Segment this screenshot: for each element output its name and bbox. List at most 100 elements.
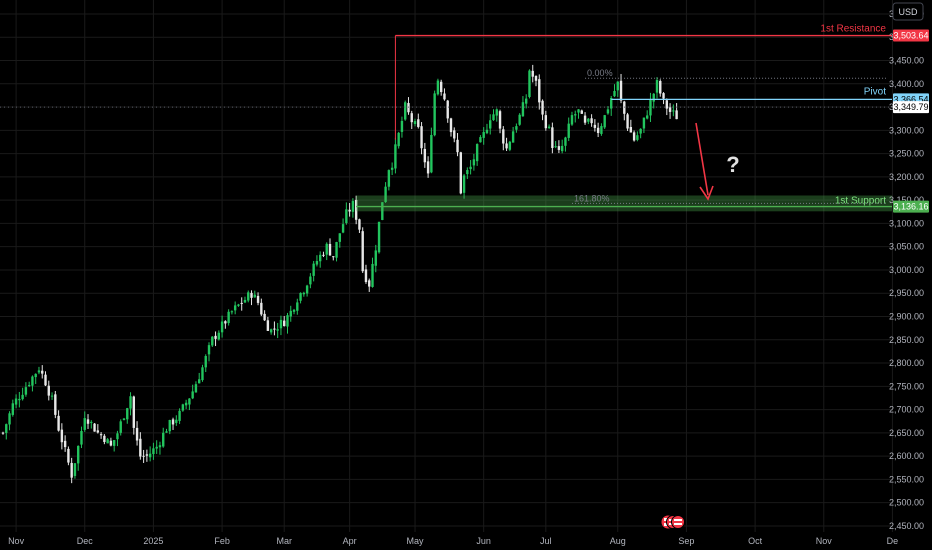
candle-body [73,463,77,476]
last-price-tag-text: 3,349.79 [893,102,928,112]
candle-body [5,424,8,433]
candle-body [250,292,253,298]
candle-body [619,80,623,101]
candle-body [626,114,629,129]
candle-body [93,423,96,432]
candle-body [276,329,279,331]
support-zone [356,195,892,212]
candle-body [538,79,541,103]
candle-body [528,70,531,98]
price-tick-label: 2,950.00 [889,288,924,298]
candle-body [325,243,328,255]
candle-body [423,148,427,163]
candle-body [587,118,590,122]
candle-body [672,110,675,112]
candle-body [41,370,44,374]
candle-body [18,398,21,401]
candle-body [106,439,109,444]
time-tick-label: Dec [77,536,94,546]
time-tick-label: 2025 [143,536,163,546]
candle-body [296,302,299,311]
candle-body [237,304,240,306]
candle-body [345,209,348,224]
candle-body [57,415,60,431]
candle-body [659,80,662,94]
candle-body [11,403,15,415]
candle-body [21,394,24,400]
candle-body [446,100,449,119]
candle-body [413,121,417,125]
candle-body [24,387,28,395]
candle-body [636,135,639,140]
candle-body [302,292,306,295]
candle-body [525,98,528,104]
candle-body [119,421,122,433]
candle-body [642,117,646,129]
candle-body [335,242,338,258]
candle-body [593,124,597,128]
candle-body [348,209,351,212]
candle-body [358,219,361,230]
candle-body [279,319,283,329]
currency-button[interactable]: USD [892,2,924,21]
candle-body [328,243,332,256]
candle-body [629,126,633,133]
candle-body [655,79,659,93]
candle-body [404,102,407,120]
time-axis[interactable]: Nov Dec 2025 Feb Mar Apr May Jun Jul Aug Sep Oct Nov… [8,536,898,546]
candle-body [145,454,149,456]
candle-body [436,80,440,95]
candle-body [292,309,296,312]
candle-body [198,379,201,384]
candle-body [433,93,436,136]
candle-body [613,90,616,97]
fib-label: 161.80% [574,193,610,203]
candle-body [60,429,64,443]
candle-body [632,132,636,141]
candle-body [266,320,270,331]
candle-body [459,152,462,194]
candle-body [489,120,492,129]
price-tick-label: 3,450.00 [889,56,924,66]
candle-body [430,135,433,173]
candle-body [194,384,198,393]
candle-body [148,453,152,458]
candle-body [675,110,678,120]
candle-body [439,81,443,93]
price-axis[interactable]: 3,550.003,500.003,450.003,400.003,350.00… [889,9,929,531]
candle-body [466,170,469,175]
price-tick-label: 3,050.00 [889,242,924,252]
candle-body [289,310,292,317]
candle-body [90,421,93,423]
candle-body [224,321,227,324]
candle-body [662,93,665,99]
candle-body [188,398,191,405]
candle-body [541,100,544,115]
candle-body [665,100,669,109]
candle-body [204,356,207,368]
events-flag-icon[interactable] [661,515,685,529]
time-tick-label: Aug [610,536,626,546]
candle-body [171,419,175,425]
candle-body [112,440,116,446]
levels: 1st Support 1st Resistance Pivot 0.00% 161.8… [0,24,892,212]
price-tick-label: 2,850.00 [889,335,924,345]
time-tick-label: Sep [678,536,694,546]
candle-body [273,328,276,330]
price-tick-label: 2,450.00 [889,521,924,531]
candle-body [83,418,86,430]
candle-body [318,254,322,262]
candle-body [456,139,459,153]
candle-body [394,144,397,169]
candle-body [341,224,345,233]
candle-body [207,345,211,355]
candle-body [116,433,119,440]
candle-body [211,336,214,346]
candle-body [567,123,570,138]
candle-body [368,280,371,287]
candle-body [181,404,185,411]
candle-body [652,93,655,102]
candle-body [214,335,217,339]
